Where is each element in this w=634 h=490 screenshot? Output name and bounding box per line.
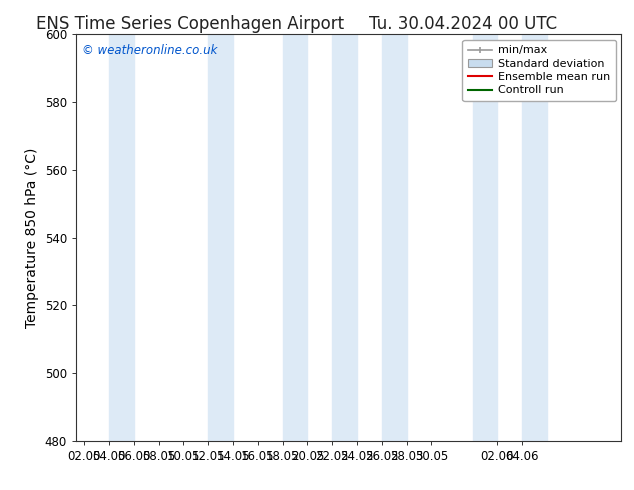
Bar <box>283 34 307 441</box>
Bar <box>208 34 233 441</box>
Bar <box>332 34 357 441</box>
Text: ENS Time Series Copenhagen Airport: ENS Time Series Copenhagen Airport <box>36 15 344 33</box>
Bar <box>382 34 406 441</box>
Legend: min/max, Standard deviation, Ensemble mean run, Controll run: min/max, Standard deviation, Ensemble me… <box>462 40 616 101</box>
Text: © weatheronline.co.uk: © weatheronline.co.uk <box>82 45 217 57</box>
Bar <box>522 34 547 441</box>
Bar <box>472 34 498 441</box>
Y-axis label: Temperature 850 hPa (°C): Temperature 850 hPa (°C) <box>25 147 39 328</box>
Text: Tu. 30.04.2024 00 UTC: Tu. 30.04.2024 00 UTC <box>369 15 557 33</box>
Bar <box>109 34 134 441</box>
